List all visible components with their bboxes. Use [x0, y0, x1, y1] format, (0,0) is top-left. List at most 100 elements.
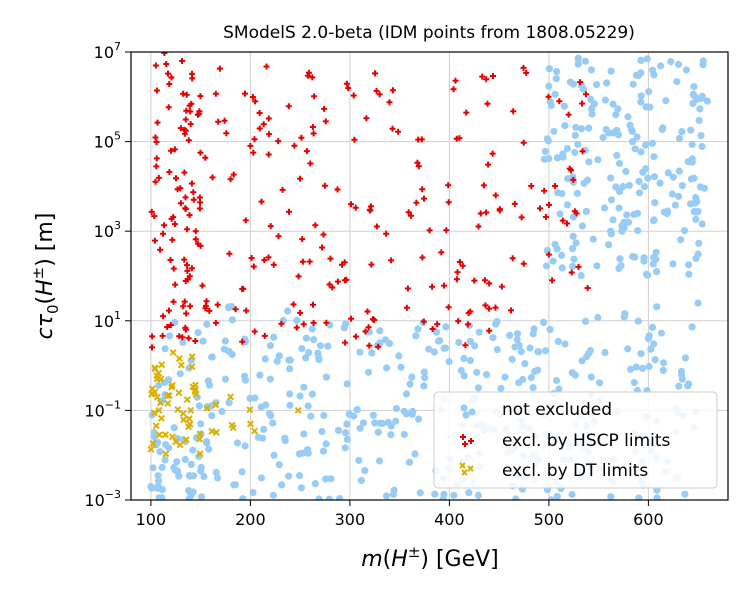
point-hscp [180, 303, 187, 310]
point-not-excluded [643, 55, 651, 63]
point-hscp [570, 176, 577, 183]
point-not-excluded [465, 489, 473, 497]
point-hscp [445, 182, 452, 189]
point-not-excluded [431, 490, 439, 498]
point-not-excluded [635, 177, 643, 185]
point-not-excluded [165, 444, 173, 452]
point-not-excluded [513, 330, 522, 338]
point-hscp [275, 138, 282, 145]
point-hscp [248, 255, 255, 261]
legend-box [433, 391, 718, 489]
point-dt [196, 450, 204, 458]
point-hscp [309, 124, 316, 130]
point-hscp [153, 87, 160, 94]
point-not-excluded [322, 440, 330, 448]
point-hscp [426, 227, 433, 234]
point-hscp [153, 139, 160, 145]
point-hscp [190, 196, 197, 203]
point-not-excluded [590, 100, 598, 108]
point-not-excluded [627, 365, 635, 373]
point-not-excluded [406, 380, 414, 388]
point-hscp [306, 258, 313, 265]
point-not-excluded [693, 198, 701, 206]
point-not-excluded [460, 372, 468, 380]
point-not-excluded [194, 329, 202, 337]
point-hscp [214, 301, 221, 308]
point-hscp [395, 128, 402, 135]
point-not-excluded [607, 67, 615, 75]
point-not-excluded [637, 148, 645, 156]
point-not-excluded [615, 204, 623, 212]
point-not-excluded [179, 338, 187, 346]
point-hscp [166, 307, 172, 314]
point-hscp [165, 70, 171, 77]
y-label-sub: 0 [44, 305, 62, 315]
point-not-excluded [457, 366, 465, 375]
point-not-excluded [560, 102, 568, 110]
point-hscp [312, 222, 319, 229]
point-dt [184, 423, 193, 431]
point-hscp [484, 100, 491, 107]
point-hscp [496, 206, 503, 213]
point-hscp [366, 206, 373, 213]
point-dt [150, 409, 158, 417]
point-not-excluded [574, 60, 582, 68]
point-hscp [477, 210, 484, 217]
point-not-excluded [156, 448, 164, 456]
point-dt [157, 414, 165, 422]
point-hscp [303, 148, 310, 155]
point-hscp [575, 263, 582, 270]
point-not-excluded [432, 328, 440, 336]
point-not-excluded [578, 222, 587, 230]
point-not-excluded [521, 360, 529, 368]
point-not-excluded [664, 207, 672, 215]
point-hscp [149, 333, 156, 340]
point-not-excluded [612, 111, 620, 119]
point-not-excluded [318, 427, 326, 436]
point-hscp [464, 321, 471, 328]
point-dt [177, 361, 185, 369]
point-hscp [310, 319, 317, 326]
point-not-excluded [415, 415, 423, 423]
point-not-excluded [543, 246, 552, 254]
y-tick-label: 101 [94, 309, 121, 331]
point-hscp [196, 205, 203, 212]
point-hscp [299, 236, 306, 243]
point-not-excluded [697, 94, 706, 102]
point-not-excluded [644, 174, 652, 182]
point-not-excluded [563, 201, 572, 209]
point-dt [168, 383, 176, 391]
point-not-excluded [356, 348, 364, 356]
point-dt [162, 450, 170, 458]
point-not-excluded [471, 342, 479, 350]
point-hscp [415, 163, 422, 170]
point-not-excluded [594, 156, 602, 164]
point-not-excluded [527, 373, 535, 382]
point-not-excluded [553, 492, 561, 500]
point-not-excluded [466, 356, 474, 365]
point-not-excluded [392, 404, 400, 413]
point-hscp [304, 72, 311, 79]
point-not-excluded [230, 481, 238, 489]
point-hscp [327, 255, 334, 262]
point-not-excluded [615, 159, 624, 168]
point-not-excluded [420, 382, 428, 390]
point-not-excluded [286, 390, 294, 398]
point-dt [156, 399, 164, 407]
y-label-close: ) [m] [33, 213, 58, 267]
point-not-excluded [389, 490, 397, 498]
point-not-excluded [696, 105, 704, 113]
point-not-excluded [187, 460, 195, 468]
point-not-excluded [657, 62, 665, 70]
y-tick-label: 103 [94, 219, 121, 241]
legend-marker-plus [460, 434, 474, 447]
point-not-excluded [703, 97, 712, 105]
point-not-excluded [376, 327, 384, 335]
point-not-excluded [659, 366, 667, 374]
point-hscp [310, 130, 317, 137]
point-not-excluded [185, 495, 193, 500]
point-not-excluded [542, 262, 551, 270]
point-hscp [154, 119, 161, 126]
point-not-excluded [546, 325, 554, 334]
point-not-excluded [492, 320, 500, 328]
